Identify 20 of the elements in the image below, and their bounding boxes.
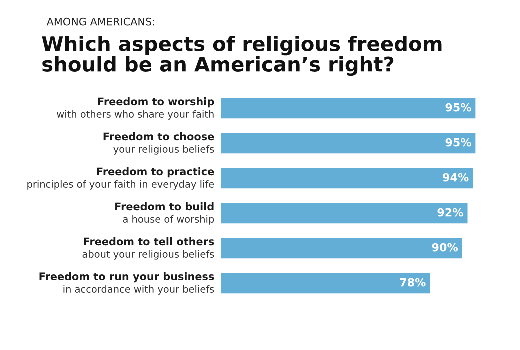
data-label: 92% — [438, 208, 464, 217]
bar — [221, 238, 462, 259]
data-label: 90% — [432, 243, 458, 252]
data-label: 78% — [400, 278, 426, 287]
y-tick-label: Freedom to practice principles of your faith in everyday life — [28, 168, 214, 190]
chart-title: Which aspects of religious freedom should be an American’s right? — [42, 36, 442, 76]
bar — [221, 133, 476, 154]
y-tick-label: Freedom to tell others about your religious beliefs — [82, 238, 214, 260]
data-label: 94% — [443, 173, 469, 182]
y-tick-label: Freedom to build a house of worship — [116, 202, 214, 225]
y-tick-label: Freedom to worship with others who share your faith — [57, 98, 214, 120]
bar — [221, 203, 468, 224]
bar — [221, 168, 474, 189]
bar — [221, 98, 476, 119]
text: AMONG AMERICANS: — [46, 18, 154, 26]
y-tick-label: Freedom to run your business in accordance with your beliefs — [40, 272, 214, 295]
bar — [221, 273, 430, 294]
y-tick-label: Freedom to choose your religious beliefs — [104, 132, 214, 155]
data-label: 95% — [446, 103, 472, 112]
data-label: 95% — [446, 138, 472, 147]
